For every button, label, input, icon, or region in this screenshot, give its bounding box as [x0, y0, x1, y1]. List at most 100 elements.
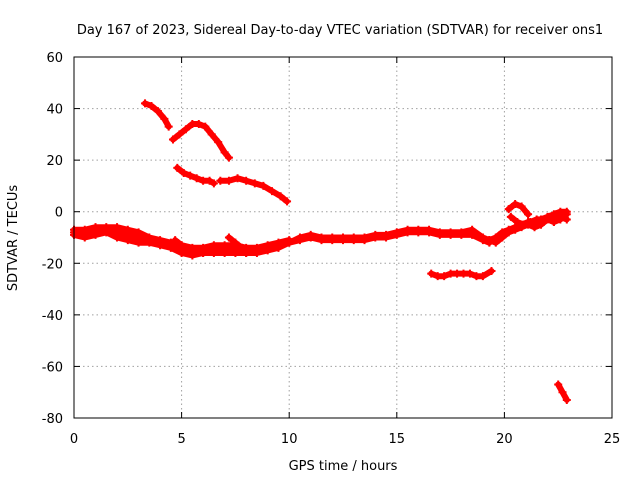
- y-tick-label: -40: [42, 309, 63, 324]
- data-point: [80, 225, 89, 234]
- data-point: [194, 120, 203, 129]
- series-line: [170, 121, 232, 161]
- data-point: [113, 223, 122, 232]
- data-point: [175, 130, 184, 139]
- data-point: [141, 99, 150, 108]
- y-tick-label: -60: [42, 360, 63, 375]
- data-point: [156, 236, 165, 245]
- data-point: [188, 243, 197, 252]
- data-point: [201, 122, 210, 131]
- data-point: [440, 272, 449, 281]
- data-point: [558, 388, 567, 397]
- axis-ticks: [73, 56, 613, 419]
- data-point: [184, 246, 193, 255]
- plot-frame: [73, 56, 613, 419]
- data-point: [513, 218, 522, 227]
- data-point: [186, 171, 195, 180]
- data-point: [306, 233, 315, 242]
- data-point: [224, 153, 233, 162]
- data-point: [457, 230, 466, 239]
- data-point: [498, 233, 507, 242]
- data-series: [70, 99, 571, 404]
- data-point: [80, 233, 89, 242]
- data-point: [123, 225, 132, 234]
- data-point: [519, 220, 528, 229]
- data-point: [179, 169, 188, 178]
- series-line: [505, 201, 532, 218]
- data-point: [209, 241, 218, 250]
- data-point: [153, 107, 162, 116]
- y-tick-labels: -80 -60 -40 -20 0 20 40 60: [42, 51, 63, 427]
- data-point: [177, 248, 186, 257]
- series-mid-arc-a: [173, 163, 218, 188]
- series-lower-arc-17: [427, 267, 496, 281]
- data-point: [392, 230, 401, 239]
- chart-title: Day 167 of 2023, Sidereal Day-to-day VTE…: [77, 23, 603, 38]
- data-point: [524, 210, 533, 219]
- data-point: [220, 248, 229, 257]
- data-point: [360, 236, 369, 245]
- data-point: [147, 101, 156, 110]
- data-point: [205, 176, 214, 185]
- data-point: [427, 269, 436, 278]
- data-point: [295, 236, 304, 245]
- data-point: [267, 187, 276, 196]
- y-tick-label: 60: [46, 51, 63, 66]
- data-point: [491, 238, 500, 247]
- data-point: [511, 199, 520, 208]
- data-point: [487, 267, 496, 276]
- data-point: [562, 215, 571, 224]
- data-point: [224, 176, 233, 185]
- data-point: [242, 176, 251, 185]
- data-point: [113, 233, 122, 242]
- series-line: [71, 229, 493, 259]
- data-point: [435, 230, 444, 239]
- data-point: [339, 236, 347, 245]
- data-point: [511, 225, 520, 234]
- data-point: [382, 233, 391, 242]
- data-point: [237, 243, 246, 252]
- series-late-d: [530, 212, 571, 232]
- data-point: [283, 197, 292, 206]
- data-point: [530, 223, 539, 232]
- data-point: [276, 192, 285, 201]
- data-point: [220, 148, 229, 157]
- data-point: [562, 395, 571, 404]
- data-point: [123, 236, 132, 245]
- data-point: [231, 248, 240, 257]
- data-point: [468, 230, 477, 239]
- data-point: [145, 233, 154, 242]
- data-point: [349, 236, 358, 245]
- data-point: [504, 205, 513, 214]
- data-point: [328, 236, 337, 245]
- data-point: [188, 251, 197, 260]
- data-point: [506, 212, 515, 221]
- y-tick-label: -20: [42, 257, 63, 272]
- series-spike-20.4: [504, 199, 533, 219]
- data-point: [252, 243, 261, 252]
- data-point: [425, 228, 434, 237]
- data-point: [134, 238, 143, 247]
- data-point: [216, 176, 225, 185]
- data-point: [171, 236, 180, 245]
- data-point: [91, 230, 100, 239]
- data-point: [371, 233, 380, 242]
- data-point: [177, 241, 186, 250]
- x-tick-label: 0: [70, 432, 78, 447]
- data-point: [485, 236, 494, 245]
- series-mid-arc-b: [216, 174, 292, 206]
- series-tail-low: [554, 380, 571, 404]
- data-point: [536, 220, 545, 229]
- x-axis-title: GPS time / hours: [289, 459, 398, 474]
- x-tick-label: 5: [177, 432, 185, 447]
- data-point: [207, 130, 216, 139]
- data-point: [263, 241, 272, 250]
- x-tick-label: 15: [389, 432, 406, 447]
- data-point: [181, 125, 190, 134]
- data-point: [209, 179, 218, 188]
- data-point: [209, 248, 218, 257]
- data-point: [285, 236, 294, 245]
- y-tick-label: -80: [42, 412, 63, 427]
- series-hump-main: [168, 120, 233, 162]
